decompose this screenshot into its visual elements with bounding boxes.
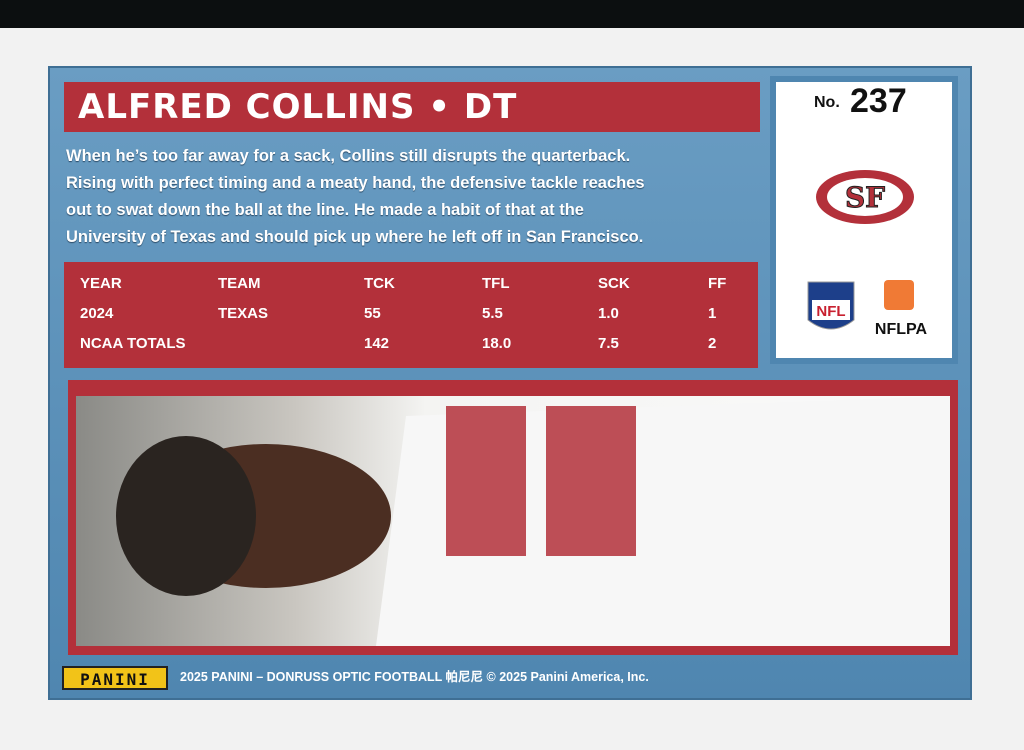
table-cell: 142	[364, 335, 390, 352]
team-logo-text: SF	[845, 181, 885, 214]
footer: PANINI 2025 PANINI – DONRUSS OPTIC FOOTB…	[62, 666, 942, 692]
table-cell: 1.0	[598, 305, 619, 322]
bio-line: University of Texas and should pick up w…	[66, 228, 644, 246]
info-panel: No. 237 SF NFL NFLPA	[770, 76, 958, 364]
stats-table: YEAR TEAM TCK TFL SCK FF 2024 TEXAS 55 5.5 1.0 1 NCA…	[64, 262, 758, 368]
bio: When he’s too far away for a sack, Colli…	[66, 143, 766, 251]
photo-illustration	[116, 396, 950, 646]
league-logo-text: NFL	[816, 303, 845, 320]
scan-edge	[0, 0, 1024, 28]
table-cell: 1	[708, 305, 717, 322]
column-header: TCK	[364, 275, 395, 292]
bio-line: When he’s too far away for a sack, Colli…	[66, 147, 631, 165]
card-number: 237	[850, 82, 907, 120]
table-cell: NCAA TOTALS	[80, 335, 186, 352]
bio-line: Rising with perfect timing and a meaty h…	[66, 174, 645, 192]
bio-line: out to swat down the ball at the line. H…	[66, 201, 584, 219]
union-logo-text: NFLPA	[875, 321, 928, 338]
table-cell: 7.5	[598, 335, 619, 352]
column-header: TEAM	[218, 275, 261, 292]
table-cell: 18.0	[482, 335, 512, 352]
column-header: TFL	[482, 275, 510, 292]
column-header: FF	[708, 275, 727, 292]
table-cell: 5.5	[482, 305, 503, 322]
player-photo	[76, 396, 950, 646]
table-cell: TEXAS	[218, 305, 269, 322]
column-header: SCK	[598, 275, 630, 292]
brand-logo: PANINI	[62, 666, 168, 690]
union-logo: NFLPA	[875, 280, 928, 338]
player-name: ALFRED COLLINS • DT	[64, 82, 760, 132]
table-cell: 2	[708, 335, 717, 352]
league-logo: NFL	[807, 281, 855, 330]
card-number-prefix: No.	[814, 94, 840, 111]
table-cell: 2024	[80, 305, 114, 322]
column-header: YEAR	[80, 275, 122, 292]
copyright: 2025 PANINI – DONRUSS OPTIC FOOTBALL 帕尼尼…	[180, 670, 649, 684]
table-cell: 55	[364, 305, 381, 322]
team-logo: SF	[816, 170, 914, 224]
